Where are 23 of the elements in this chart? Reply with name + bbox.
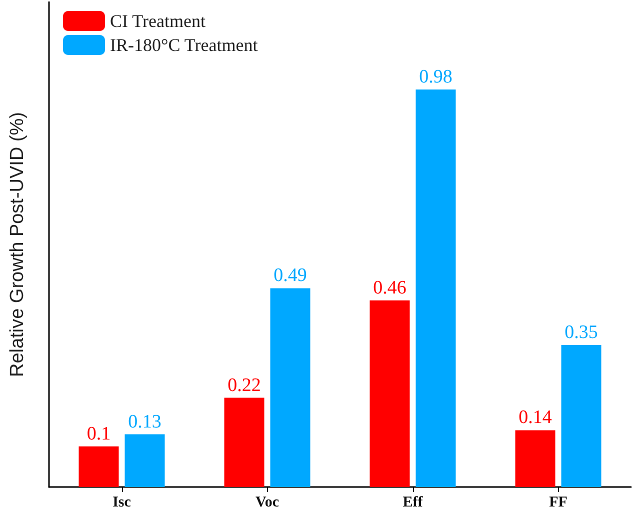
legend-label: IR-180°C Treatment (110, 35, 258, 55)
bar (124, 434, 165, 487)
bar (561, 345, 602, 487)
data-label: 0.98 (419, 66, 452, 88)
y-axis-title: Relative Growth Post-UVID (%) (7, 112, 28, 378)
data-label: 0.35 (564, 322, 598, 344)
x-tick-label: FF (549, 494, 568, 510)
data-label: 0.49 (274, 265, 307, 286)
bar (370, 300, 410, 487)
data-label: 0.13 (128, 411, 162, 432)
data-label: 0.14 (518, 407, 552, 428)
x-tick-label: Eff (402, 494, 424, 510)
x-tick-label: Isc (112, 494, 132, 510)
bar (416, 89, 456, 487)
bar (515, 430, 556, 487)
x-tick-label: Voc (255, 494, 280, 510)
data-label: 0.22 (228, 374, 261, 396)
bar (78, 446, 119, 487)
legend-label: CI Treatment (110, 11, 206, 31)
data-label: 0.1 (86, 423, 111, 444)
bar (270, 288, 310, 487)
data-label: 0.46 (373, 277, 406, 298)
bar (224, 398, 264, 487)
